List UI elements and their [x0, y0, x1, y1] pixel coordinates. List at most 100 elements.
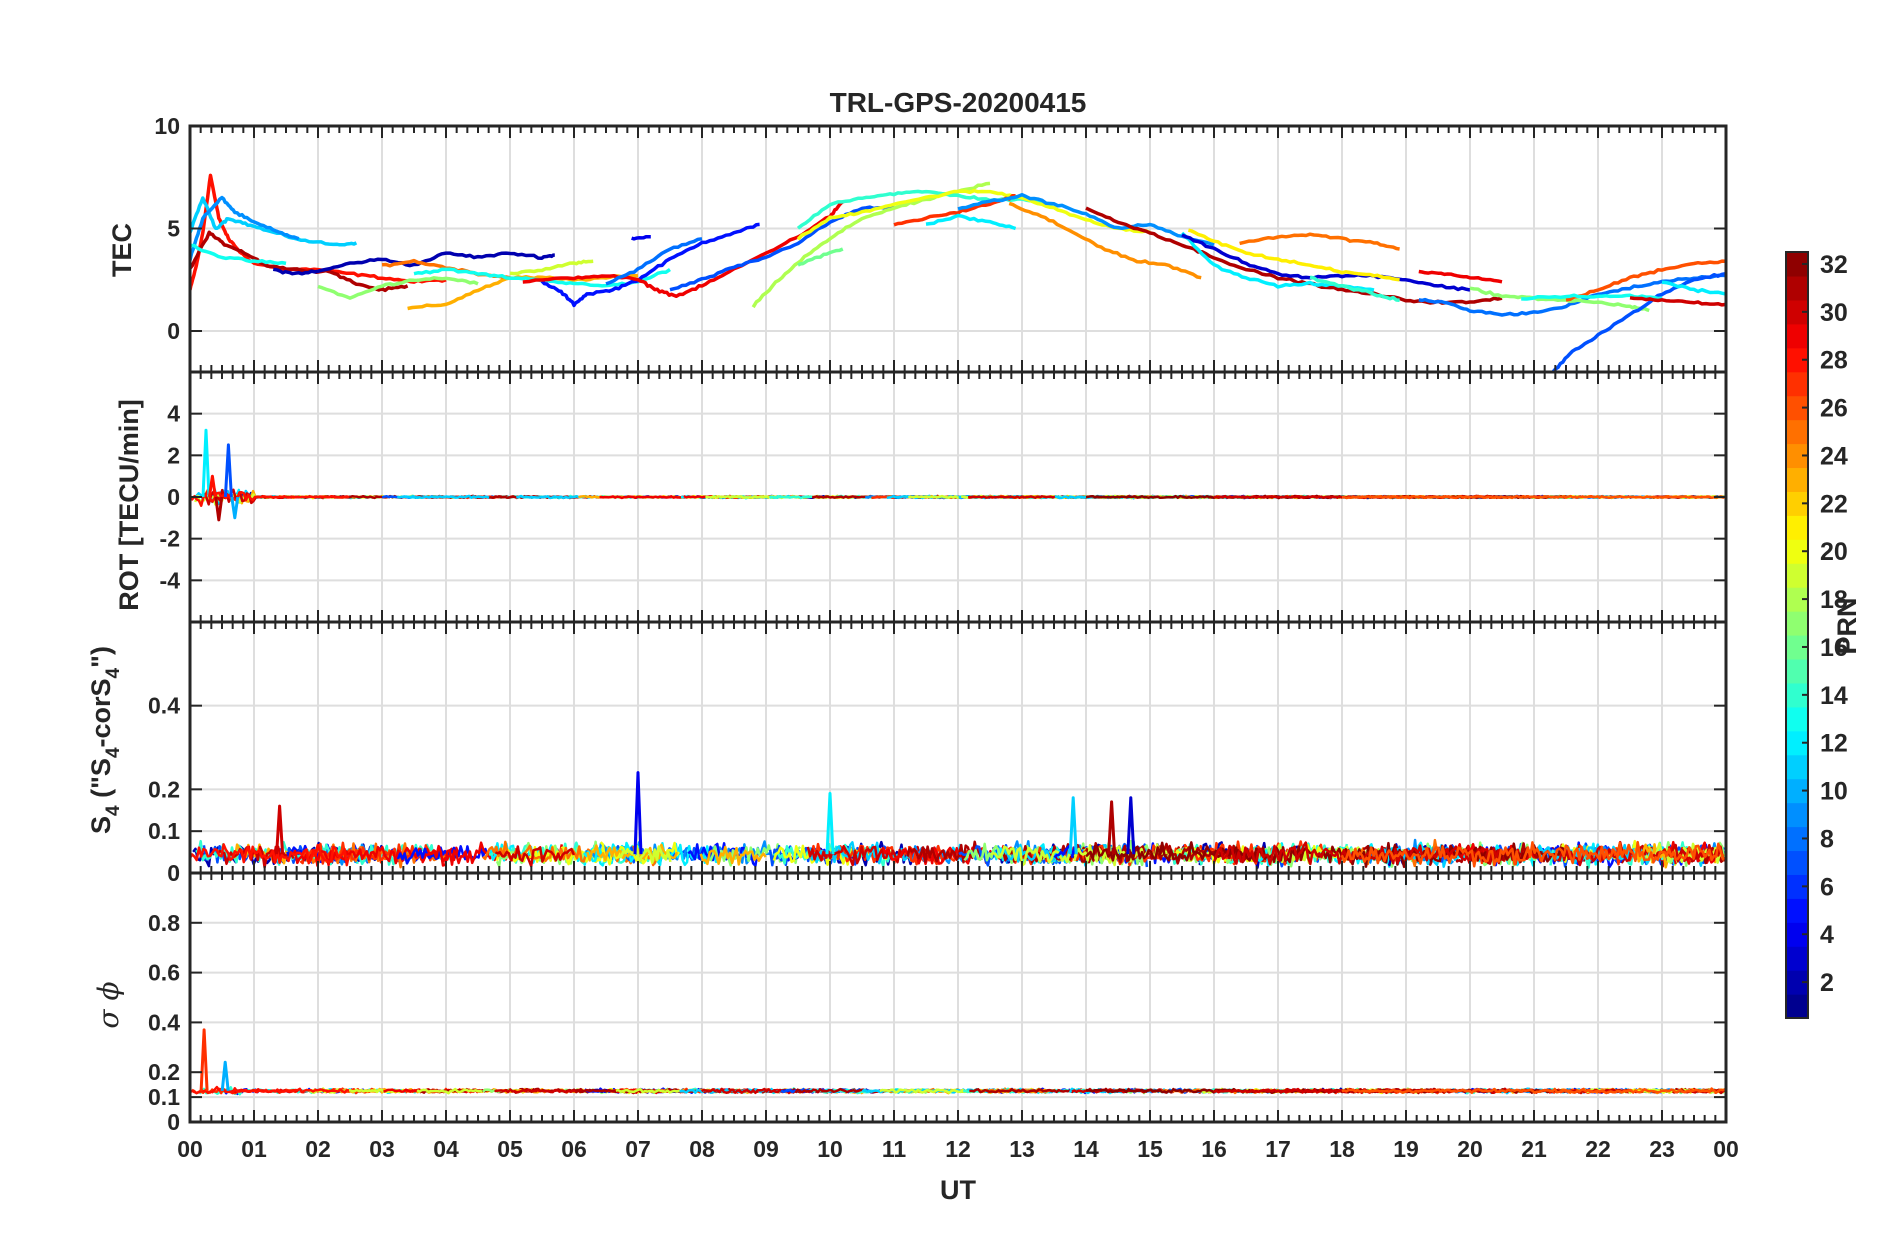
rot-y-tick-label: 2 [167, 442, 180, 468]
x-tick-label: 00 [177, 1136, 203, 1162]
colorbar-tick-label: 8 [1820, 825, 1834, 853]
s4-ylabel-part: S [86, 816, 116, 834]
tec-series-line [631, 234, 651, 241]
spike-line [275, 804, 285, 855]
tec-series-line [1181, 233, 1471, 292]
s4-y-tick-label: 0.1 [148, 818, 180, 844]
tec-series-line [509, 259, 594, 276]
colorbar-tick-label: 28 [1820, 347, 1848, 375]
sigma-y-tick-label: 0.4 [148, 1009, 180, 1035]
trace-line [1340, 840, 1726, 868]
s4-ylabel-part: -corS [86, 678, 116, 747]
colorbar-swatch [1786, 802, 1808, 828]
sigma-y-tick-label: 0.8 [148, 910, 180, 936]
trace-line [190, 488, 350, 507]
trace-line [1085, 841, 1567, 869]
trace-line [1341, 494, 1726, 500]
x-tick-label: 00 [1713, 1136, 1739, 1162]
tec-series-line [605, 237, 703, 286]
colorbar-swatch [1786, 922, 1808, 947]
colorbar-tick-label: 6 [1820, 873, 1834, 901]
x-tick-label: 11 [882, 1136, 907, 1162]
colorbar-swatch [1786, 323, 1808, 349]
s4-y-tick-label: 0 [167, 860, 180, 886]
colorbar-tick-label: 4 [1820, 921, 1834, 949]
tec-y-tick-label: 10 [154, 113, 180, 139]
colorbar-swatch [1786, 563, 1808, 588]
colorbar-tick-label: 12 [1820, 730, 1848, 758]
trace-line [190, 843, 351, 867]
tec-series-line [1309, 275, 1400, 303]
colorbar-tick-label: 18 [1820, 586, 1848, 614]
colorbar-swatch [1786, 539, 1808, 564]
colorbar-swatch [1786, 946, 1808, 971]
x-tick-label: 06 [561, 1136, 587, 1162]
tec-series-line [1629, 296, 1726, 307]
tec-series-line [1418, 273, 1726, 317]
tec-series-line [317, 276, 479, 300]
colorbar-tick-label: 24 [1820, 442, 1848, 470]
x-tick-label: 01 [241, 1136, 267, 1162]
colorbar-tick-label: 16 [1820, 634, 1848, 662]
colorbar-tick-label: 20 [1820, 538, 1848, 566]
spike-line [1068, 796, 1078, 855]
colorbar-swatch [1786, 850, 1808, 875]
spike-line [1126, 796, 1136, 855]
tec-series-line [1521, 293, 1663, 301]
colorbar-swatch [1786, 587, 1808, 612]
rot-lines [190, 428, 1726, 522]
tec-series-line [1661, 280, 1726, 296]
trace-line [699, 845, 767, 866]
tec-series-line [1239, 232, 1400, 251]
trace-line [618, 844, 672, 864]
x-tick-label: 13 [1009, 1136, 1035, 1162]
tec-series-line [957, 192, 1215, 247]
spike-line [1107, 800, 1117, 855]
colorbar-swatch [1786, 754, 1808, 780]
x-tick-label: 22 [1585, 1136, 1611, 1162]
colorbar-swatch [1786, 658, 1808, 684]
trace-line [494, 845, 575, 868]
colorbar-swatch [1786, 252, 1808, 277]
colorbar-swatch [1786, 778, 1808, 804]
colorbar-swatch [1786, 706, 1808, 732]
x-tick-label: 20 [1457, 1136, 1483, 1162]
spike-line [201, 428, 211, 498]
colorbar-frame [1785, 251, 1809, 1019]
spike-line [223, 443, 233, 498]
tec-series-line [669, 205, 895, 292]
colorbar-swatch [1786, 371, 1808, 397]
x-tick-label: 15 [1137, 1136, 1163, 1162]
x-tick-label: 05 [497, 1136, 523, 1162]
tec-ylabel: TEC [107, 223, 137, 277]
colorbar-swatch [1786, 515, 1808, 540]
tec-lines [190, 173, 1726, 372]
tec-series-line [797, 247, 844, 267]
colorbar-tick-label: 22 [1820, 490, 1848, 518]
tec-series-line [190, 196, 358, 247]
colorbar-swatch [1786, 491, 1808, 516]
spike-line [220, 1060, 230, 1092]
colorbar-swatch [1786, 443, 1808, 469]
colorbar-swatch [1786, 682, 1808, 708]
colorbar-swatch [1786, 635, 1808, 660]
trace-line [879, 1088, 968, 1095]
colorbar-tick-label: 14 [1820, 682, 1848, 710]
colorbar-tick-label: 10 [1820, 778, 1848, 806]
colorbar-tick-label: 2 [1820, 969, 1834, 997]
x-tick-label: 12 [945, 1136, 971, 1162]
x-tick-label: 07 [625, 1136, 651, 1162]
s4-y-tick-label: 0.4 [148, 693, 180, 719]
colorbar-swatch [1786, 994, 1808, 1019]
colorbar-swatch [1786, 467, 1808, 492]
trace-line [495, 845, 606, 866]
x-tick-label: 08 [689, 1136, 715, 1162]
spike-line [633, 771, 643, 855]
trace-line [416, 1087, 483, 1095]
colorbar-swatch [1786, 419, 1808, 445]
tec-series-line [796, 189, 1055, 230]
spike-line [199, 1028, 209, 1091]
colorbar-tick-label: 30 [1820, 299, 1848, 327]
colorbar-swatch [1786, 898, 1808, 923]
